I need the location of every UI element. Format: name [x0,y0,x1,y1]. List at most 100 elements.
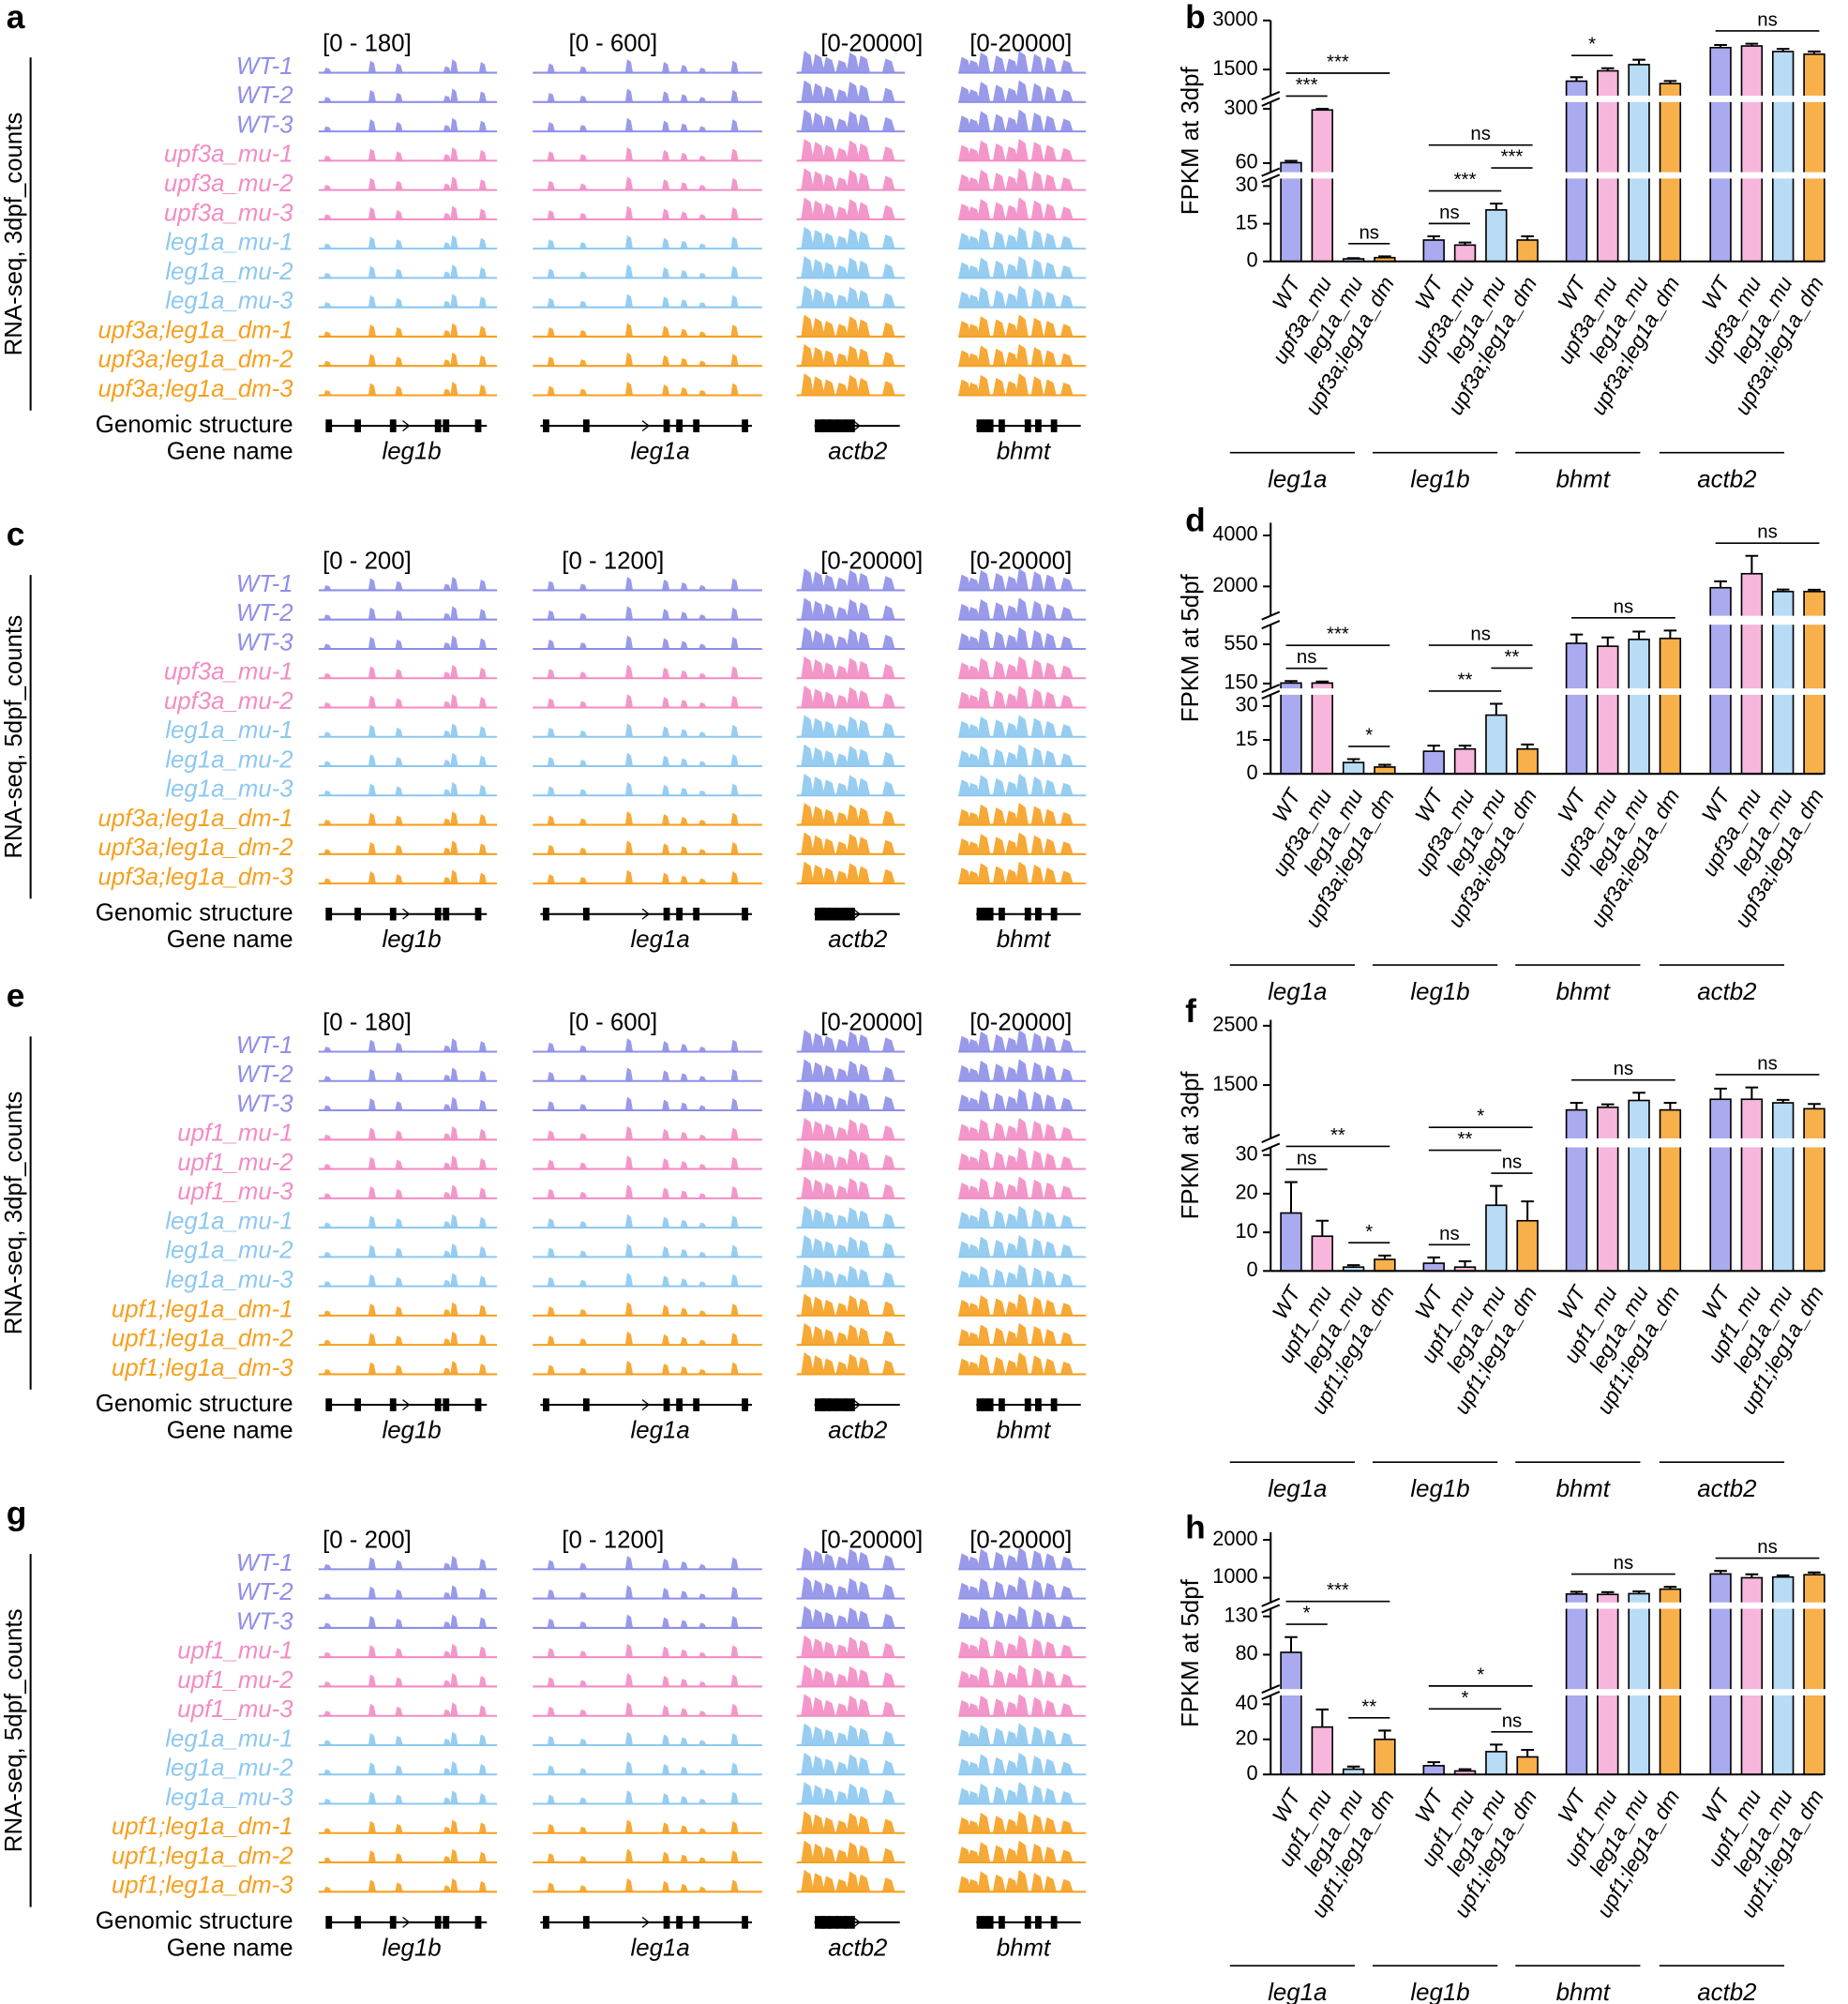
range-label: [0-20000] [820,1009,923,1035]
bar [1628,639,1650,775]
y-axis-label: FPKM at 3dpf [1178,67,1204,216]
y-tick-label: 150 [1224,671,1257,694]
error-bar [1745,554,1759,574]
coverage [547,1067,739,1081]
exon [999,1398,1005,1411]
coverage [323,59,487,73]
exon [844,1398,855,1411]
gene-name: leg1a [631,1935,690,1961]
coverage [323,1067,487,1081]
coverage [958,1030,1074,1052]
coverage [958,197,1074,219]
coverage [958,715,1074,737]
error-bar [1458,745,1472,749]
error-bar [1521,1749,1534,1757]
coverage [547,117,739,132]
error-bar [1521,1200,1534,1221]
exon [443,1398,450,1411]
coverage [801,226,895,249]
sample-label: upf1;leg1a_dm-3 [112,1873,293,1899]
error-bar [1427,745,1441,752]
comparison-label: * [1365,725,1373,746]
coverage [547,1819,739,1833]
exon [1024,419,1031,432]
coverage [547,1555,739,1570]
error-bar [1570,76,1584,82]
group-label: actb2 [1697,979,1756,1005]
exon [742,1398,748,1411]
range-label: [0 - 200] [323,1527,412,1553]
exon [844,907,855,921]
coverage [323,1331,487,1346]
y-tick-label: 15 [1235,210,1257,234]
coverage [547,1702,739,1716]
gene-name: leg1b [382,927,441,953]
y-tick-label: 20 [1235,1181,1257,1204]
coverage [547,694,739,708]
coverage [323,694,487,708]
y-tick-label: 40 [1235,1691,1257,1714]
exon [1050,1398,1058,1411]
coverage [958,138,1074,161]
comparison-label: *** [1327,1580,1349,1601]
panel-letter: e [7,978,25,1015]
exon [474,419,482,432]
bar [1565,642,1588,775]
coverage [323,869,487,884]
sample-label: leg1a_mu-2 [165,259,293,285]
group-label: bhmt [1556,979,1612,1005]
sample-label: WT-1 [236,571,293,597]
comparison-label: ** [1458,670,1473,690]
bar [1516,1755,1539,1776]
sample-label: upf3a_mu-2 [164,688,293,715]
exon [389,907,397,921]
sample-label: leg1a_mu-3 [165,1785,293,1811]
y-tick-label: 30 [1235,173,1257,196]
group-label: actb2 [1697,466,1756,492]
coverage [801,1782,895,1804]
strand-arrow [641,908,650,920]
coverage [323,1243,487,1258]
gene-name: actb2 [828,1417,887,1443]
coverage [323,294,487,308]
coverage [801,1811,895,1833]
coverage [958,1205,1074,1228]
comparison-label: *** [1454,170,1477,190]
axis-break [1260,688,1836,695]
comparison-label: ns [1757,522,1778,543]
coverage [801,1605,895,1628]
coverage [547,323,739,337]
y-tick-label: 4000 [1212,522,1257,546]
bar [1628,1592,1650,1776]
exon [325,1398,333,1411]
coverage [323,1731,487,1745]
sample-label: upf3a;leg1a_dm-3 [98,864,294,890]
exon [844,419,855,432]
gene-name: bhmt [997,1935,1052,1961]
bar [1485,209,1508,263]
error-bar [1490,702,1503,716]
coverage [323,117,487,132]
comparison-label: ns [1614,1553,1634,1574]
y-tick-label: 10 [1235,1219,1257,1243]
sample-label: WT-3 [236,1608,293,1635]
exon [354,419,361,432]
y-axis-label: FPKM at 5dpf [1178,574,1204,723]
coverage [547,146,739,161]
coverage [323,1673,487,1687]
coverage [801,832,895,854]
error-bar [1714,1087,1727,1100]
bar [1565,1108,1588,1273]
exon [827,419,838,432]
error-bar [1427,1761,1441,1766]
coverage [547,869,739,884]
error-bar [1570,633,1584,644]
coverage [958,861,1074,884]
coverage [801,861,895,884]
sample-label: upf3a_mu-1 [164,659,293,686]
exon [474,907,482,921]
coverage [801,1869,895,1892]
y-axis-label: FPKM at 3dpf [1178,1071,1204,1220]
coverage [323,1643,487,1658]
axis-break [1260,615,1836,625]
